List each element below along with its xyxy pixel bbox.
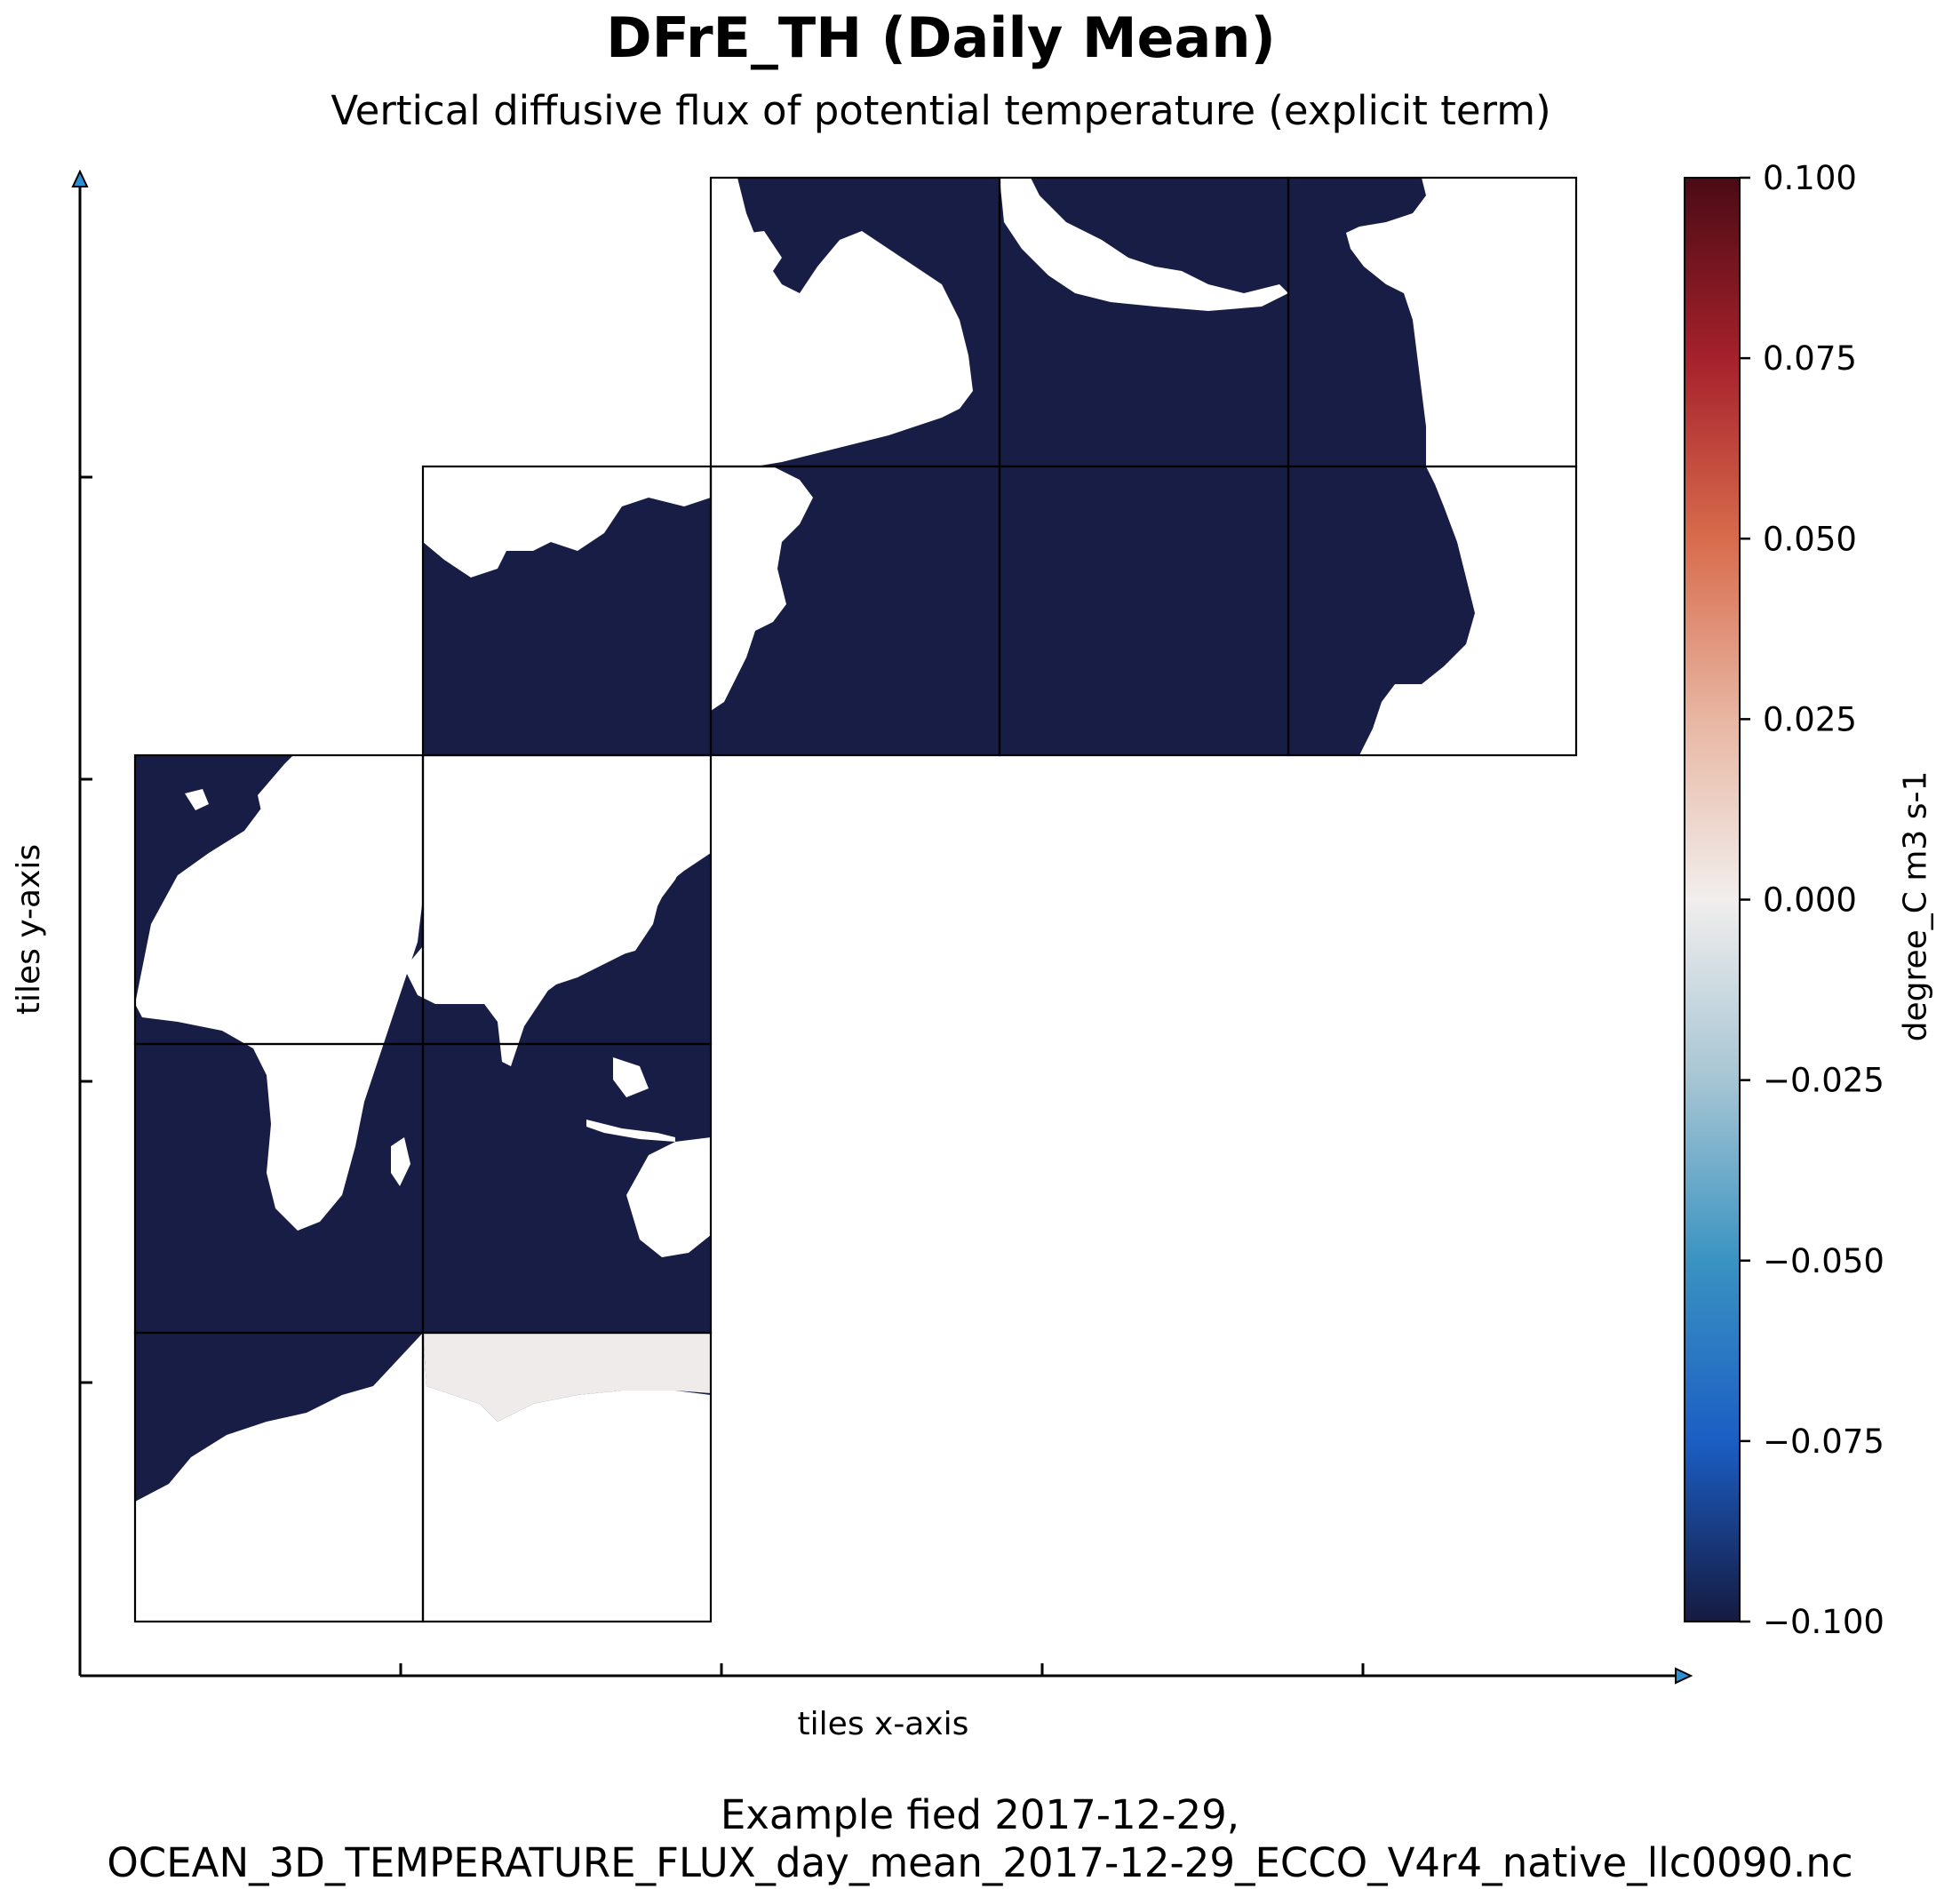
land-island xyxy=(227,853,244,881)
land-east-asia xyxy=(711,466,813,711)
x-ticks xyxy=(399,1663,1365,1676)
colorbar-ticks: 0.100 0.075 0.050 0.025 0.000 −0.025 −0.050 −0.… xyxy=(1740,159,1884,1641)
chart-subtitle: Vertical diffusive flux of potential tem… xyxy=(331,87,1551,134)
tile-map xyxy=(135,178,1576,1622)
colorbar-tick-label: 0.100 xyxy=(1763,159,1857,197)
tile-grid xyxy=(133,176,1578,1623)
land-australia xyxy=(626,1137,711,1257)
tile-box xyxy=(421,1331,713,1623)
colorbar-tick-label: −0.050 xyxy=(1763,1242,1884,1280)
colorbar-tick-label: 0.050 xyxy=(1763,520,1857,558)
land-south-america xyxy=(1359,466,1576,755)
land-north-america xyxy=(1000,178,1288,311)
land-siberia xyxy=(711,178,973,466)
land-island xyxy=(729,231,782,284)
land-islands xyxy=(613,1057,649,1097)
colorbar-tick-label: −0.100 xyxy=(1763,1603,1884,1641)
y-axis-label: tiles y-axis xyxy=(11,844,47,1015)
near-zero-region xyxy=(423,1333,711,1422)
y-axis-arrow xyxy=(71,169,89,187)
x-axis-arrow xyxy=(1675,1667,1693,1685)
axes xyxy=(78,182,1679,1678)
land-islands xyxy=(586,1120,675,1142)
y-ticks xyxy=(80,475,92,1384)
land-uk xyxy=(185,789,209,810)
land-americas xyxy=(1346,178,1576,466)
land-arctic-coast xyxy=(423,466,711,551)
colorbar-tick-label: −0.025 xyxy=(1763,1062,1884,1100)
land-island xyxy=(769,302,813,351)
colorbar-tick-label: 0.000 xyxy=(1763,881,1857,920)
footer-line-1: Example fied 2017-12-29, xyxy=(720,1791,1240,1838)
footer-caption: Example fied 2017-12-29, OCEAN_3D_TEMPER… xyxy=(0,1791,1960,1887)
tile-box xyxy=(1287,176,1578,468)
land-madagascar xyxy=(391,1137,410,1186)
footer-line-2: OCEAN_3D_TEMPERATURE_FLUX_day_mean_2017-… xyxy=(107,1839,1853,1886)
colorbar-label: degree_C m3 s-1 xyxy=(1897,770,1934,1042)
land-asia xyxy=(423,755,711,1044)
colorbar-tick-label: 0.075 xyxy=(1763,339,1857,378)
x-axis-label: tiles x-axis xyxy=(798,1706,969,1742)
colorbar-tick-label: 0.025 xyxy=(1763,700,1857,738)
chart-title: DFrE_TH (Daily Mean) xyxy=(606,5,1276,70)
colorbar xyxy=(1684,177,1741,1622)
colorbar-tick-label: −0.075 xyxy=(1763,1423,1884,1461)
